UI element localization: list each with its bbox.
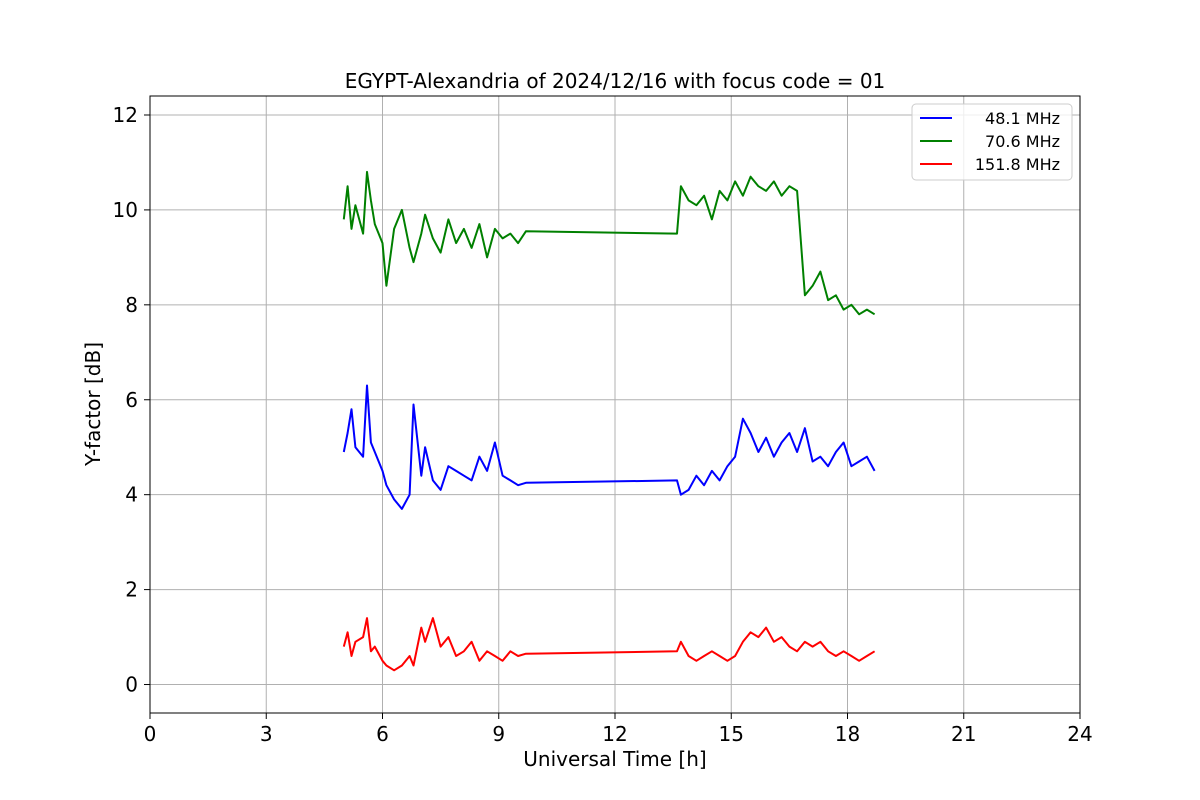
- series-layer: [342, 170, 876, 672]
- legend-label: 48.1 MHz: [985, 109, 1060, 128]
- grid: [149, 96, 1081, 713]
- y-tick-label: 12: [113, 103, 138, 127]
- x-tick-label: 3: [260, 722, 273, 746]
- x-tick-label: 15: [719, 722, 744, 746]
- series-line-151-8-mhz: [342, 617, 876, 672]
- y-tick-label: 0: [125, 673, 138, 697]
- x-tick-label: 12: [602, 722, 627, 746]
- y-axis: 0 2 4 6 8 10 12: [113, 103, 150, 697]
- y-tick-label: 4: [125, 483, 138, 507]
- x-axis: 0 3 6 9 12 15 18 21 24: [144, 713, 1093, 746]
- x-tick-label: 24: [1067, 722, 1092, 746]
- legend: 48.1 MHz 70.6 MHz 151.8 MHz: [911, 103, 1073, 181]
- series-line-70-6-mhz: [342, 170, 876, 316]
- chart-title: EGYPT-Alexandria of 2024/12/16 with focu…: [345, 69, 886, 93]
- legend-label: 151.8 MHz: [975, 155, 1060, 174]
- x-tick-label: 0: [144, 722, 157, 746]
- x-tick-label: 21: [951, 722, 976, 746]
- y-tick-label: 8: [125, 293, 138, 317]
- y-tick-label: 10: [113, 198, 138, 222]
- x-axis-label: Universal Time [h]: [523, 747, 706, 771]
- legend-label: 70.6 MHz: [985, 132, 1060, 151]
- y-tick-label: 6: [125, 388, 138, 412]
- y-tick-label: 2: [125, 578, 138, 602]
- x-tick-label: 18: [835, 722, 860, 746]
- legend-box: [911, 103, 1073, 181]
- x-tick-label: 9: [492, 722, 505, 746]
- y-axis-label: Y-factor [dB]: [81, 342, 105, 467]
- series-line-48-1-mhz: [342, 384, 876, 510]
- x-tick-label: 6: [376, 722, 389, 746]
